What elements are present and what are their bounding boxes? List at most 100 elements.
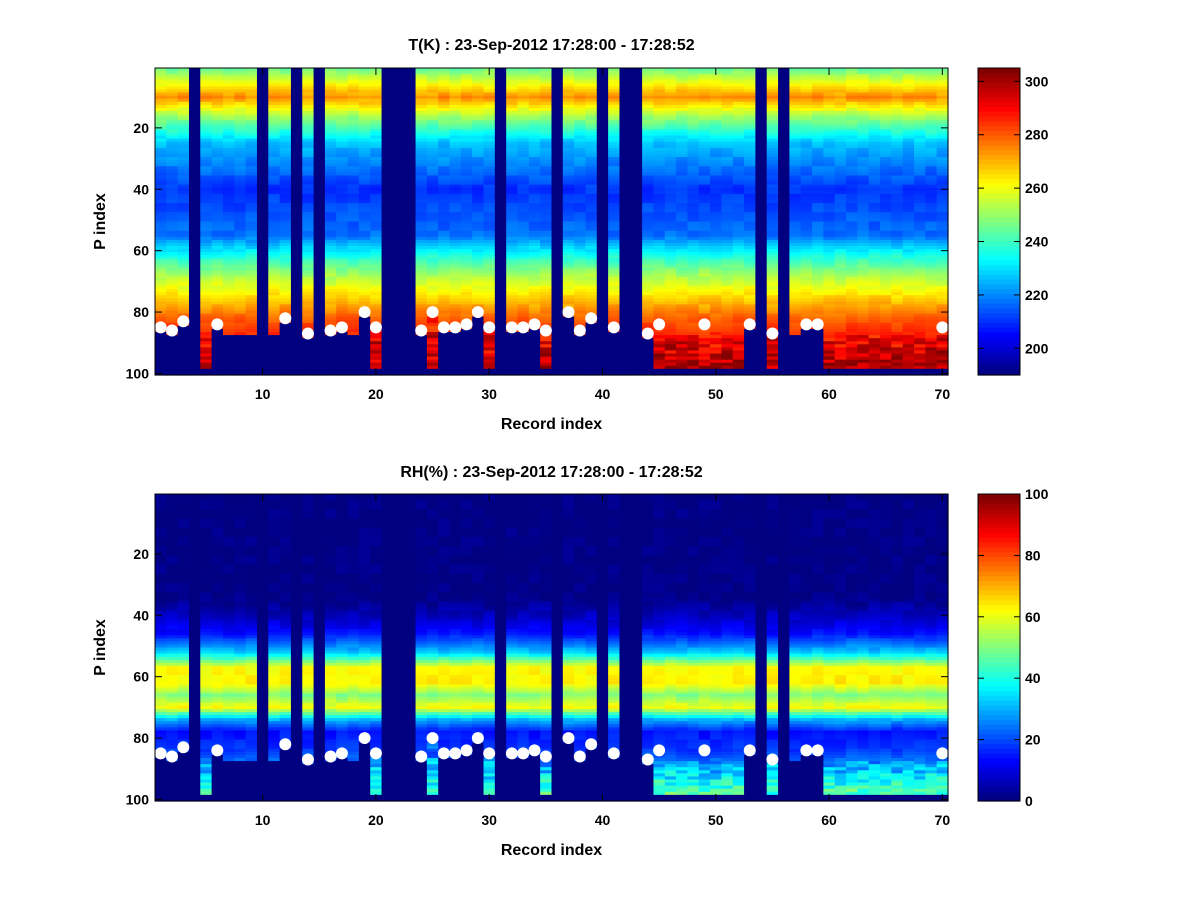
temperature-cell xyxy=(200,83,213,88)
temperature-cell xyxy=(336,258,349,263)
temperature-cell xyxy=(211,86,224,91)
temperature-cell xyxy=(234,322,247,327)
temperature-cell xyxy=(188,325,201,330)
temperature-cell xyxy=(256,298,269,302)
temperature-cell xyxy=(188,89,201,94)
temperature-cell xyxy=(166,279,179,284)
temperature-cell xyxy=(302,74,315,78)
temperature-cell xyxy=(234,169,247,173)
temperature-cell xyxy=(302,166,315,170)
temperature-cell xyxy=(279,209,292,213)
temperature-cell xyxy=(166,83,179,88)
temperature-cell xyxy=(336,344,349,348)
temperature-cell xyxy=(177,273,190,278)
temperature-cell xyxy=(188,264,201,269)
temperature-cell xyxy=(200,126,213,130)
temperature-cell xyxy=(166,187,179,192)
temperature-cell xyxy=(268,187,281,192)
temperature-cell xyxy=(166,230,179,235)
temperature-cell xyxy=(245,187,258,192)
temperature-cell xyxy=(268,270,281,275)
temperature-cell xyxy=(313,335,326,339)
temperature-cell xyxy=(155,181,167,186)
temperature-cell xyxy=(155,261,167,266)
temperature-cell xyxy=(188,86,201,91)
temperature-cell xyxy=(336,279,349,284)
temperature-cell xyxy=(324,92,337,97)
temperature-cell xyxy=(256,295,269,299)
temperature-record-column xyxy=(710,68,723,376)
temperature-cell xyxy=(279,184,292,189)
temperature-cell xyxy=(234,371,247,376)
temperature-cell xyxy=(336,255,349,259)
temperature-cell xyxy=(234,279,247,284)
temperature-cell xyxy=(211,255,224,259)
temperature-cell xyxy=(200,141,213,146)
temperature-cell xyxy=(302,77,315,81)
temperature-cell xyxy=(256,153,269,158)
temperature-cell xyxy=(155,86,167,91)
temperature-cell xyxy=(234,224,247,229)
temperature-cell xyxy=(211,129,224,134)
temperature-cell xyxy=(200,193,213,198)
temperature-cell xyxy=(177,153,190,158)
temperature-cell xyxy=(256,114,269,118)
temperature-cell xyxy=(268,304,281,309)
temperature-cell xyxy=(313,132,326,137)
temperature-cell xyxy=(245,304,258,309)
temperature-cell xyxy=(268,359,281,364)
temperature-cell xyxy=(336,298,349,302)
temperature-cell xyxy=(290,160,303,164)
temperature-cell xyxy=(336,270,349,275)
temperature-cell xyxy=(245,325,258,330)
temperature-cell xyxy=(313,368,326,373)
temperature-cell xyxy=(268,71,281,75)
temperature-cell xyxy=(256,123,269,127)
temperature-cell xyxy=(222,157,235,161)
temperature-cell xyxy=(188,221,201,226)
temperature-cell xyxy=(222,153,235,158)
temperature-cell xyxy=(211,209,224,213)
temperature-cell xyxy=(268,221,281,226)
temperature-cell xyxy=(155,218,167,223)
temperature-cell xyxy=(222,230,235,235)
temperature-cell xyxy=(336,157,349,161)
temperature-cell xyxy=(200,307,213,312)
temperature-cell xyxy=(268,163,281,167)
temperature-cell xyxy=(211,356,224,361)
temperature-cell xyxy=(177,335,190,339)
temperature-cell xyxy=(313,233,326,238)
temperature-record-column xyxy=(619,68,632,376)
temperature-cell xyxy=(177,114,190,118)
temperature-cell xyxy=(245,89,258,94)
temperature-cell xyxy=(347,150,360,155)
temperature-cell xyxy=(245,110,258,115)
temperature-cell xyxy=(290,184,303,189)
temperature-cell xyxy=(336,104,349,109)
temperature-cell xyxy=(166,215,179,220)
temperature-cell xyxy=(155,236,167,241)
temperature-cell xyxy=(324,169,337,173)
temperature-cell xyxy=(336,316,349,321)
temperature-cell xyxy=(222,144,235,149)
temperature-cell xyxy=(177,86,190,91)
temperature-cell xyxy=(188,126,201,130)
temperature-cell xyxy=(324,335,337,339)
temperature-cell xyxy=(222,307,235,312)
temperature-cell xyxy=(336,332,349,336)
temperature-cell xyxy=(256,353,269,358)
temperature-cell xyxy=(324,242,337,247)
temperature-cell xyxy=(245,264,258,269)
temperature-cell xyxy=(256,242,269,247)
temperature-cell xyxy=(245,335,258,339)
temperature-cell xyxy=(211,190,224,195)
temperature-cell xyxy=(177,224,190,229)
temperature-cell xyxy=(234,267,247,272)
temperature-cell xyxy=(313,295,326,299)
temperature-cell xyxy=(245,276,258,281)
temperature-cell xyxy=(211,224,224,229)
temperature-cell xyxy=(177,338,190,342)
temperature-record-column xyxy=(155,68,167,376)
temperature-cell xyxy=(234,175,247,180)
temperature-cell xyxy=(279,267,292,272)
